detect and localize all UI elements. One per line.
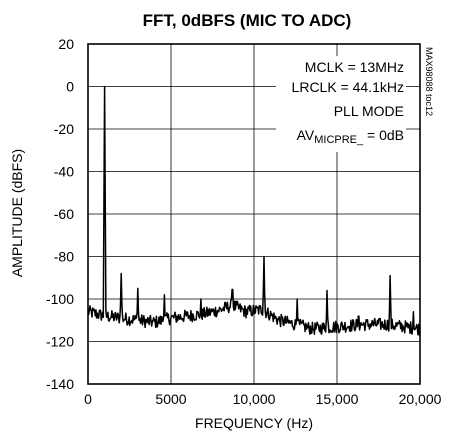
annotation-lrclk: LRCLK = 44.1kHz [292, 79, 404, 95]
annotation-box: MCLK = 13MHz LRCLK = 44.1kHz PLL MODE AV… [276, 56, 406, 152]
y-tick-label: -20 [54, 121, 74, 137]
y-tick-label: -60 [54, 206, 74, 222]
x-tick-label: 20,000 [399, 391, 442, 407]
y-tick-label: -100 [46, 291, 74, 307]
x-tick-label: 10,000 [233, 391, 276, 407]
x-tick-labels: 0 5000 10,000 15,000 20,000 [84, 391, 442, 407]
y-tick-labels: 20 0 -20 -40 -60 -80 -100 -120 -140 [46, 36, 74, 392]
chart-title: FFT, 0dBFS (MIC TO ADC) [143, 11, 352, 30]
annotation-mode: PLL MODE [334, 103, 404, 119]
plot-frame [87, 43, 421, 385]
watermark-label: MAX98088 toc12 [424, 47, 434, 116]
y-tick-label: 20 [58, 36, 74, 52]
annotation-av: AVMICPRE_ = 0dB [297, 127, 404, 146]
annotation-mclk: MCLK = 13MHz [305, 59, 404, 75]
y-tick-label: -140 [46, 376, 74, 392]
y-tick-label: 0 [66, 79, 74, 95]
y-axis-label: AMPLITUDE (dBFS) [9, 149, 25, 277]
y-tick-label: -40 [54, 164, 74, 180]
x-axis-label: FREQUENCY (Hz) [195, 415, 313, 431]
y-tick-label: -80 [54, 249, 74, 265]
x-tick-label: 15,000 [316, 391, 359, 407]
x-tick-label: 0 [84, 391, 92, 407]
x-tick-label: 5000 [155, 391, 186, 407]
fft-trace [87, 85, 421, 336]
y-tick-label: -120 [46, 334, 74, 350]
